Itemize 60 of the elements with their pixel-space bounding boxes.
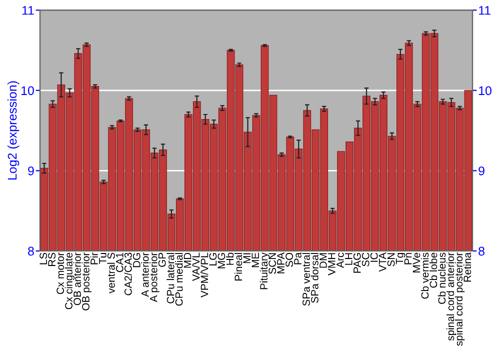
x-tick-label: Cb vermis <box>421 252 429 299</box>
y-tick-label: 8 <box>28 246 34 256</box>
y2-tick-label: 8 <box>478 246 484 256</box>
y-axis-title: Log2 (expression) <box>8 81 20 180</box>
y-tick-label: 9 <box>28 166 34 176</box>
x-tick-label: SPa ventral <box>302 253 310 306</box>
x-tick-label: RS <box>48 252 56 266</box>
x-tick-label: ventral S <box>107 252 115 294</box>
x-tick-label: SO <box>286 252 293 267</box>
x-tick-label: Pineal <box>234 253 242 280</box>
x-tick-label: PAG <box>353 253 361 273</box>
x-tick-label: DM <box>320 253 327 268</box>
x-tick-label: Retina <box>463 252 472 282</box>
x-tick-label: CPu medial <box>175 253 183 306</box>
x-tick-label: spinal cord anterior <box>446 252 456 341</box>
x-tick-label: Hb <box>226 252 234 265</box>
x-tick-label: Cx cingulate <box>64 252 75 310</box>
x-tick-label: SPa dorsal <box>310 253 318 303</box>
x-tick-label: Pn <box>404 253 412 264</box>
x-tick-label: MI <box>243 253 250 264</box>
x-tick-label: VTA <box>378 252 386 272</box>
x-tick-label: VMH <box>328 253 336 276</box>
x-tick-label: SN <box>387 253 395 266</box>
x-tick-label: Pituitary <box>260 252 270 290</box>
x-tick-label: VA/VL <box>192 252 200 282</box>
x-tick-label: Cb nucleus <box>438 252 446 304</box>
x-tick-label: SC <box>362 252 370 266</box>
y-tick-label: 11 <box>22 6 34 15</box>
x-tick-label: Tg <box>396 253 406 264</box>
x-tick-label: CA2/CA3 <box>124 252 132 296</box>
x-tick-label: MVe <box>412 252 420 272</box>
x-tick-label: MD <box>184 252 192 268</box>
x-tick-label: MPA <box>277 252 284 274</box>
x-tick-label: Pir <box>90 252 98 264</box>
x-tick-label: LH <box>345 253 352 265</box>
x-tick-label: OB anterior <box>73 252 81 306</box>
x-tick-label: Cb lobe <box>429 252 438 288</box>
x-tick-label: ME <box>252 252 259 268</box>
x-tick-label: OB posterior <box>82 252 92 310</box>
x-tick-label: A posterior <box>150 252 160 302</box>
x-tick-label: VPM/VPL <box>200 252 208 298</box>
x-tick-label: Cx motor <box>56 252 64 294</box>
x-tick-label: CPu lateral <box>166 253 174 304</box>
x-tick-label: SCN <box>268 253 276 274</box>
x-tick-label: Arc <box>336 252 344 268</box>
x-tick-label: DG <box>132 253 140 268</box>
y2-tick-label: 10 <box>479 86 492 96</box>
x-tick-label: A anterior <box>141 252 149 297</box>
x-tick-label: MG <box>218 253 226 268</box>
y-tick-label: 10 <box>21 86 34 96</box>
x-tick-label: GP <box>158 252 166 267</box>
x-tick-label: Pa <box>294 252 302 264</box>
x-tick-label: Tu <box>99 253 106 264</box>
y2-tick-label: 11 <box>479 6 490 15</box>
x-tick-label: IC <box>370 252 378 262</box>
x-tick-label: CA1 <box>116 252 124 272</box>
x-tick-label: spinal cord posterior <box>454 252 465 346</box>
x-tick-label: LS <box>40 252 48 264</box>
x-tick-label: LG <box>209 253 217 266</box>
y2-tick-label: 9 <box>478 166 484 176</box>
